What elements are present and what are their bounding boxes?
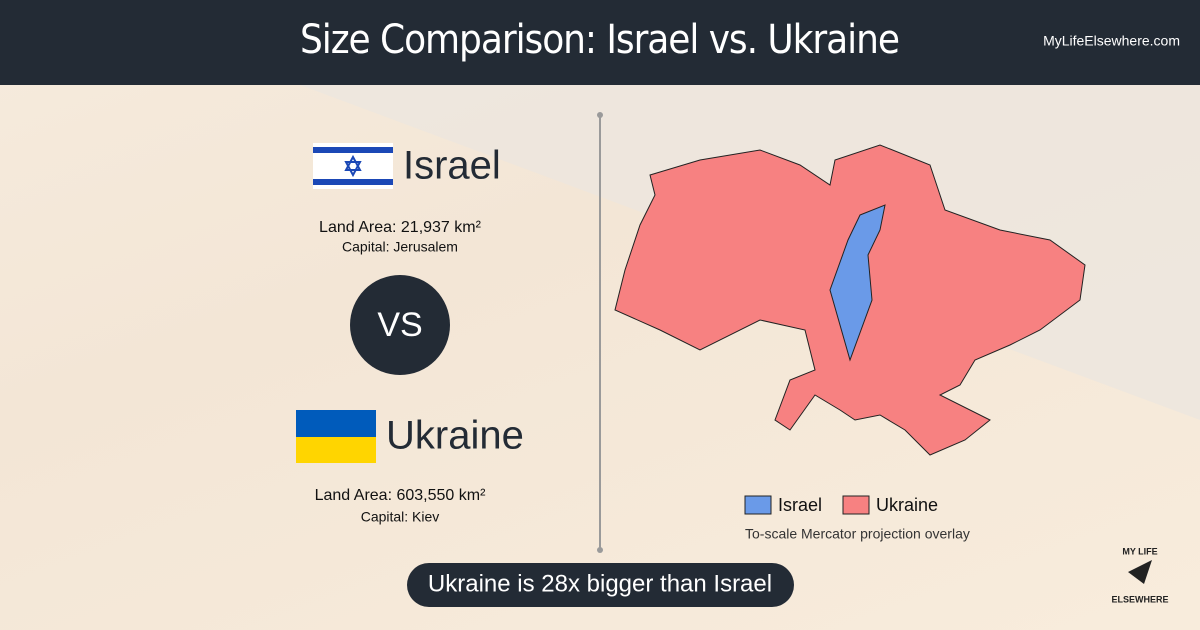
divider-end [597, 547, 603, 553]
legend-swatch [744, 495, 772, 515]
land-area: Land Area: 603,550 km² [315, 487, 486, 504]
legend-label: Israel [778, 495, 822, 515]
country-name: Ukraine [386, 414, 524, 458]
header-bar [0, 0, 1200, 85]
land-area: Land Area: 21,937 km² [319, 219, 482, 236]
israel-shape [829, 204, 886, 362]
israel-flag [313, 143, 393, 189]
legend-label: Ukraine [876, 495, 938, 515]
logo-text: ELSEWHERE [1111, 594, 1168, 604]
legend-swatch [842, 495, 870, 515]
ukraine-flag [296, 410, 376, 463]
map-note: To-scale Mercator projection overlay [745, 526, 970, 542]
logo-text: MY LIFE [1122, 546, 1157, 556]
country-name: Israel [403, 144, 501, 188]
capital: Capital: Jerusalem [342, 239, 458, 255]
summary-pill [407, 563, 794, 607]
vs-text: VS [377, 306, 422, 344]
divider-end [597, 112, 603, 118]
logo-icon [1128, 560, 1152, 584]
summary: Ukraine is 28x bigger than Israel [428, 570, 772, 597]
vs-badge [350, 275, 450, 375]
title: Size Comparison: Israel vs. Ukraine [300, 17, 900, 63]
capital: Capital: Kiev [361, 509, 440, 525]
site-name: MyLifeElsewhere.com [1043, 33, 1180, 49]
